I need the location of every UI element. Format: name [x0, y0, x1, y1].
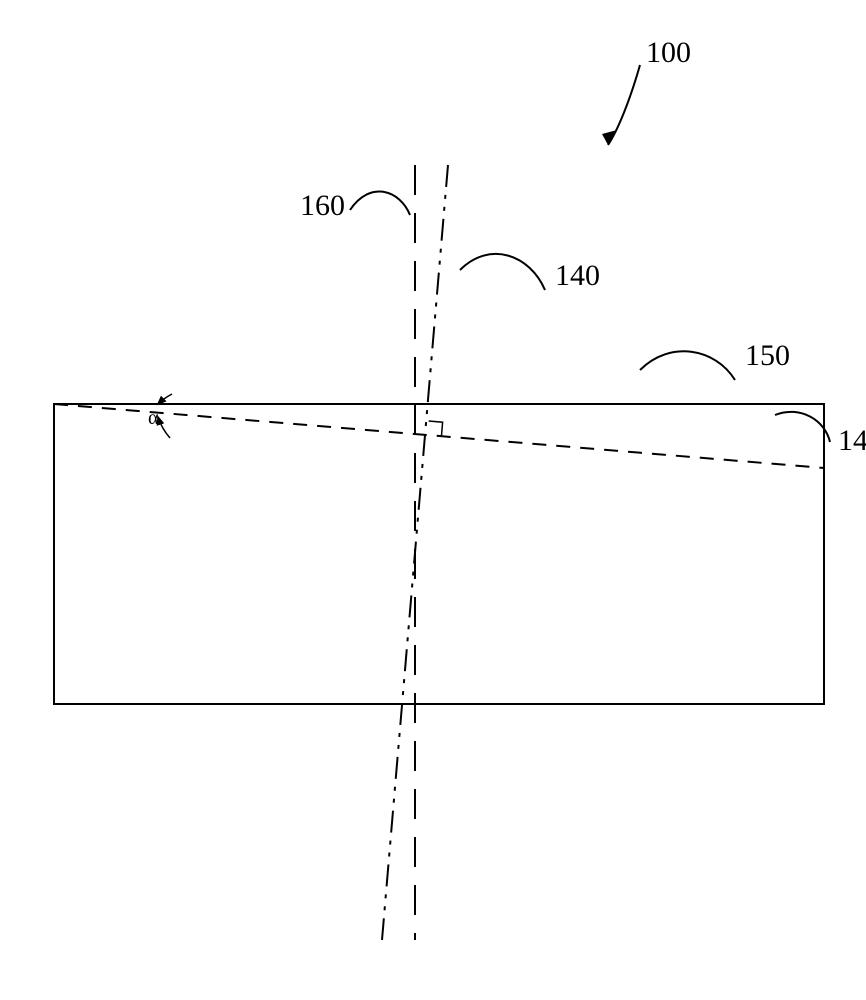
figure-svg: α 100 160 140 150 140 [0, 0, 866, 1000]
label-140-right: 140 [838, 424, 866, 457]
perpendicular-mark [428, 421, 443, 436]
angle-alpha: α [148, 394, 172, 438]
label-160: 160 [300, 189, 345, 222]
alpha-symbol: α [148, 407, 159, 429]
tilted-dashed-140-horizontal [54, 404, 824, 468]
leader-100: 100 [602, 36, 691, 145]
leader-160: 160 [300, 189, 410, 222]
leader-140-top: 140 [460, 254, 600, 292]
label-150: 150 [745, 339, 790, 372]
leader-140-right: 140 [775, 412, 866, 457]
rect-150 [54, 404, 824, 704]
label-100: 100 [646, 36, 691, 69]
label-140-top: 140 [555, 259, 600, 292]
leader-150: 150 [640, 339, 790, 380]
